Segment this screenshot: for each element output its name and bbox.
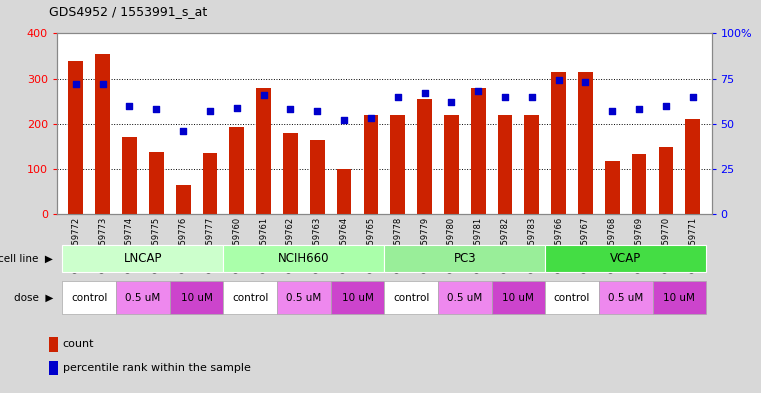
Bar (283, 133, 298, 214)
Point (526, 94, 538, 100)
Text: VCAP: VCAP (610, 252, 642, 265)
Bar (599, 281, 652, 314)
Point (285, 106, 297, 112)
Text: GDS4952 / 1553991_s_at: GDS4952 / 1553991_s_at (49, 5, 208, 18)
Point (445, 99, 457, 105)
Text: 10 uM: 10 uM (180, 293, 212, 303)
Bar (224, 245, 384, 272)
Text: 0.5 uM: 0.5 uM (286, 293, 321, 303)
Bar (277, 281, 331, 314)
Bar (551, 72, 566, 214)
Bar (336, 169, 352, 214)
Bar (62, 281, 116, 314)
Bar (384, 245, 545, 272)
Point (419, 90, 431, 96)
Text: 10 uM: 10 uM (664, 293, 696, 303)
Bar (68, 61, 83, 214)
Text: count: count (62, 340, 94, 349)
Bar (652, 281, 706, 314)
Bar (364, 115, 378, 214)
Bar (256, 88, 271, 214)
Point (123, 103, 135, 109)
Bar (116, 281, 170, 314)
Bar (658, 147, 673, 214)
Text: 10 uM: 10 uM (342, 293, 374, 303)
Text: percentile rank within the sample: percentile rank within the sample (62, 363, 250, 373)
Bar (229, 127, 244, 214)
Bar (578, 72, 593, 214)
Text: 10 uM: 10 uM (502, 293, 534, 303)
Bar (49, 361, 58, 375)
Bar (331, 281, 384, 314)
Bar (686, 119, 700, 214)
Point (660, 103, 672, 109)
Point (177, 128, 189, 134)
Bar (310, 140, 325, 214)
Bar (605, 161, 619, 214)
Bar (390, 115, 405, 214)
Bar (438, 281, 492, 314)
Text: control: control (393, 293, 429, 303)
Bar (545, 281, 599, 314)
Point (392, 94, 404, 100)
Bar (492, 281, 545, 314)
Text: control: control (554, 293, 591, 303)
Bar (498, 115, 512, 214)
Bar (62, 245, 224, 272)
Point (499, 94, 511, 100)
Text: NCIH660: NCIH660 (278, 252, 330, 265)
Point (257, 92, 269, 98)
Bar (545, 245, 706, 272)
Text: cell line  ▶: cell line ▶ (0, 253, 53, 263)
Point (231, 105, 243, 111)
Bar (471, 88, 486, 214)
Bar (122, 137, 137, 214)
Bar (149, 152, 164, 214)
Text: 0.5 uM: 0.5 uM (608, 293, 643, 303)
Point (472, 88, 484, 94)
Bar (524, 115, 540, 214)
Text: PC3: PC3 (454, 252, 476, 265)
Bar (384, 281, 438, 314)
Bar (49, 337, 58, 352)
Text: dose  ▶: dose ▶ (14, 293, 53, 303)
Point (311, 108, 323, 114)
Text: control: control (71, 293, 107, 303)
Point (552, 77, 565, 84)
Text: 0.5 uM: 0.5 uM (126, 293, 161, 303)
Bar (417, 99, 432, 214)
Point (97, 81, 109, 87)
Point (633, 106, 645, 112)
Point (338, 117, 350, 123)
Point (70, 81, 82, 87)
Text: 0.5 uM: 0.5 uM (447, 293, 482, 303)
Text: LNCAP: LNCAP (123, 252, 162, 265)
Bar (224, 281, 277, 314)
Bar (444, 115, 459, 214)
Text: control: control (232, 293, 269, 303)
Point (150, 106, 162, 112)
Bar (202, 153, 218, 214)
Bar (95, 54, 110, 214)
Point (607, 108, 619, 114)
Point (579, 79, 591, 85)
Point (204, 108, 216, 114)
Bar (170, 281, 224, 314)
Point (365, 115, 377, 121)
Point (686, 94, 699, 100)
Bar (632, 154, 647, 214)
Bar (176, 185, 190, 214)
